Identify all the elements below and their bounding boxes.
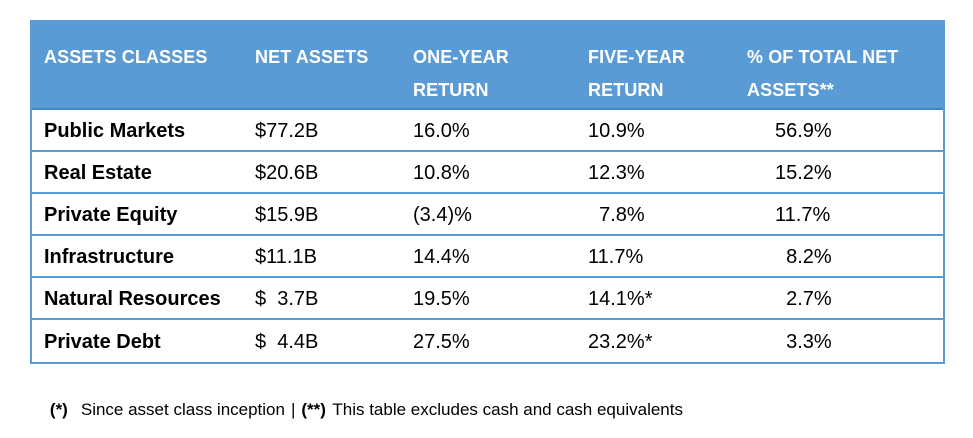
cell-pct-of-total-net-assets: 2.7% bbox=[775, 287, 832, 310]
cell-pct-of-total-net-assets: 15.2% bbox=[775, 161, 832, 184]
cell-asset-class: Public Markets bbox=[44, 119, 186, 142]
cell-five-year-return: 12.3% bbox=[588, 161, 645, 184]
column-header-line1: ONE-YEAR bbox=[413, 47, 509, 67]
column-header-line2: RETURN bbox=[413, 80, 489, 100]
footnote-marker-double-asterisk: (**) bbox=[301, 400, 326, 419]
cell-asset-class: Private Debt bbox=[44, 330, 161, 353]
column-header-line1: ASSETS CLASSES bbox=[44, 47, 208, 67]
cell-net-assets: $77.2B bbox=[255, 119, 319, 142]
cell-one-year-return: 27.5% bbox=[413, 330, 470, 353]
cell-net-assets: $ 3.7B bbox=[255, 287, 319, 310]
column-header-line2: ASSETS** bbox=[747, 80, 834, 100]
cell-five-year-return: 14.1%* bbox=[588, 287, 653, 310]
cell-pct-of-total-net-assets: 56.9% bbox=[775, 119, 832, 142]
column-header-line1: % OF TOTAL NET bbox=[747, 47, 899, 67]
column-header-line1: NET ASSETS bbox=[255, 47, 369, 67]
table-row-private-equity: Private Equity $15.9B (3.4)% 7.8% 11.7% bbox=[32, 194, 943, 236]
cell-one-year-return: (3.4)% bbox=[413, 203, 472, 226]
cell-asset-class: Natural Resources bbox=[44, 287, 221, 310]
column-header-net-assets: NET ASSETS bbox=[243, 22, 405, 108]
table-row-private-debt: Private Debt $ 4.4B 27.5% 23.2%* 3.3% bbox=[32, 320, 943, 362]
cell-five-year-return: 7.8% bbox=[588, 203, 645, 226]
column-header-pct-of-total-net-assets: % OF TOTAL NET ASSETS** bbox=[740, 22, 943, 108]
table-row-infrastructure: Infrastructure $11.1B 14.4% 11.7% 8.2% bbox=[32, 236, 943, 278]
cell-one-year-return: 19.5% bbox=[413, 287, 470, 310]
table-footnote: (*) Since asset class inception | (**) This… bbox=[31, 380, 683, 438]
column-header-line1: FIVE-YEAR bbox=[588, 47, 685, 67]
cell-five-year-return: 23.2%* bbox=[588, 330, 653, 353]
cell-one-year-return: 14.4% bbox=[413, 245, 470, 268]
table-header-row: ASSETS CLASSES NET ASSETS ONE-YEAR RETUR… bbox=[32, 22, 943, 110]
column-header-line2: RETURN bbox=[588, 80, 664, 100]
table-row-real-estate: Real Estate $20.6B 10.8% 12.3% 15.2% bbox=[32, 152, 943, 194]
cell-pct-of-total-net-assets: 3.3% bbox=[775, 330, 832, 353]
cell-asset-class: Real Estate bbox=[44, 161, 152, 184]
footnote-text-inception: Since asset class inception bbox=[80, 400, 285, 419]
table-row-public-markets: Public Markets $77.2B 16.0% 10.9% 56.9% bbox=[32, 110, 943, 152]
cell-asset-class: Private Equity bbox=[44, 203, 178, 226]
cell-net-assets: $11.1B bbox=[255, 245, 317, 268]
footnote-marker-single-asterisk: (*) bbox=[49, 400, 68, 419]
cell-pct-of-total-net-assets: 11.7% bbox=[775, 203, 831, 226]
cell-asset-class: Infrastructure bbox=[44, 245, 175, 268]
asset-classes-table: ASSETS CLASSES NET ASSETS ONE-YEAR RETUR… bbox=[30, 20, 945, 364]
cell-one-year-return: 16.0% bbox=[413, 119, 470, 142]
column-header-assets-classes: ASSETS CLASSES bbox=[32, 22, 243, 108]
column-header-one-year-return: ONE-YEAR RETURN bbox=[405, 22, 580, 108]
cell-one-year-return: 10.8% bbox=[413, 161, 470, 184]
table-row-natural-resources: Natural Resources $ 3.7B 19.5% 14.1%* 2.… bbox=[32, 278, 943, 320]
footnote-text-excludes-cash: This table excludes cash and cash equiva… bbox=[332, 400, 683, 419]
cell-net-assets: $ 4.4B bbox=[255, 330, 319, 353]
cell-five-year-return: 10.9% bbox=[588, 119, 645, 142]
cell-net-assets: $20.6B bbox=[255, 161, 319, 184]
column-header-five-year-return: FIVE-YEAR RETURN bbox=[580, 22, 740, 108]
cell-pct-of-total-net-assets: 8.2% bbox=[775, 245, 832, 268]
cell-five-year-return: 11.7% bbox=[588, 245, 644, 268]
cell-net-assets: $15.9B bbox=[255, 203, 319, 226]
footnote-separator: | bbox=[290, 400, 296, 419]
